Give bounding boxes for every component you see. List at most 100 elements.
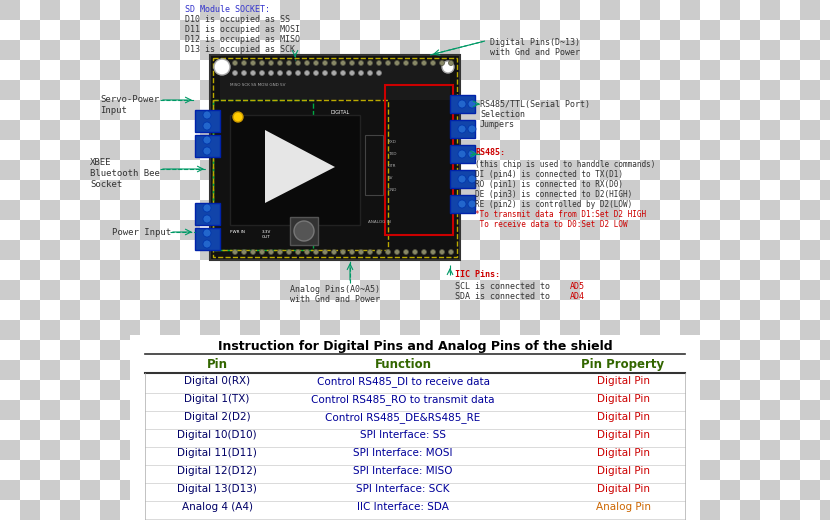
Bar bbox=[320, 420, 340, 440]
Bar bbox=[780, 280, 800, 300]
Bar bbox=[520, 340, 540, 360]
Bar bbox=[300, 440, 320, 460]
Bar bbox=[360, 480, 380, 500]
Bar bbox=[580, 360, 600, 380]
Bar bbox=[640, 340, 660, 360]
Bar bbox=[540, 420, 560, 440]
Bar bbox=[680, 0, 700, 20]
Bar bbox=[240, 100, 260, 120]
Bar bbox=[760, 460, 780, 480]
Bar bbox=[600, 240, 620, 260]
Bar bbox=[760, 240, 780, 260]
Bar bbox=[180, 420, 200, 440]
Bar bbox=[100, 300, 120, 320]
Bar bbox=[220, 340, 240, 360]
Bar bbox=[440, 240, 460, 260]
Bar bbox=[500, 260, 520, 280]
Bar bbox=[460, 240, 480, 260]
Bar bbox=[0, 80, 20, 100]
Text: *To transmit data from D1:Set D2 HIGH: *To transmit data from D1:Set D2 HIGH bbox=[475, 210, 646, 219]
Bar bbox=[40, 80, 60, 100]
Bar bbox=[40, 340, 60, 360]
Bar bbox=[480, 220, 500, 240]
Bar bbox=[780, 260, 800, 280]
Bar bbox=[600, 180, 620, 200]
Bar bbox=[60, 100, 80, 120]
Bar bbox=[300, 240, 320, 260]
Text: Digital 12(D12): Digital 12(D12) bbox=[177, 466, 257, 476]
Bar bbox=[240, 320, 260, 340]
Bar bbox=[420, 260, 440, 280]
Circle shape bbox=[448, 250, 453, 254]
Bar bbox=[80, 20, 100, 40]
Bar bbox=[700, 160, 720, 180]
Bar bbox=[100, 380, 120, 400]
Bar bbox=[0, 140, 20, 160]
Bar bbox=[320, 120, 340, 140]
Bar bbox=[680, 300, 700, 320]
Bar bbox=[660, 320, 680, 340]
Bar bbox=[660, 500, 680, 520]
Bar bbox=[360, 120, 380, 140]
Bar bbox=[213, 100, 388, 250]
Bar bbox=[100, 360, 120, 380]
Bar bbox=[180, 260, 200, 280]
Bar bbox=[480, 440, 500, 460]
Circle shape bbox=[359, 60, 364, 66]
Bar bbox=[180, 480, 200, 500]
Text: Analog Pins(A0~A5): Analog Pins(A0~A5) bbox=[290, 285, 380, 294]
Bar bbox=[820, 20, 830, 40]
Bar bbox=[720, 440, 740, 460]
Bar bbox=[450, 195, 475, 213]
Circle shape bbox=[203, 147, 211, 155]
Bar bbox=[400, 240, 420, 260]
Bar bbox=[520, 80, 540, 100]
Bar bbox=[600, 340, 620, 360]
Bar bbox=[640, 80, 660, 100]
Bar bbox=[420, 280, 440, 300]
Bar bbox=[640, 100, 660, 120]
Bar bbox=[420, 500, 440, 520]
Circle shape bbox=[468, 150, 476, 158]
Bar bbox=[20, 40, 40, 60]
Bar bbox=[60, 480, 80, 500]
Bar bbox=[120, 340, 140, 360]
Circle shape bbox=[268, 71, 274, 75]
Circle shape bbox=[349, 71, 354, 75]
Bar bbox=[280, 400, 300, 420]
Bar bbox=[40, 320, 60, 340]
Bar bbox=[660, 240, 680, 260]
Bar bbox=[580, 80, 600, 100]
Bar bbox=[760, 140, 780, 160]
Circle shape bbox=[295, 250, 300, 254]
Circle shape bbox=[295, 60, 300, 66]
Bar bbox=[440, 80, 460, 100]
Bar bbox=[180, 100, 200, 120]
Bar bbox=[100, 140, 120, 160]
Bar bbox=[480, 480, 500, 500]
Bar bbox=[400, 20, 420, 40]
Bar bbox=[620, 180, 640, 200]
Bar bbox=[780, 240, 800, 260]
Bar bbox=[460, 100, 480, 120]
Bar bbox=[640, 40, 660, 60]
Bar bbox=[300, 320, 320, 340]
Bar bbox=[500, 420, 520, 440]
Bar bbox=[640, 240, 660, 260]
Bar bbox=[160, 260, 180, 280]
Bar bbox=[40, 40, 60, 60]
Bar bbox=[160, 220, 180, 240]
Bar bbox=[220, 400, 240, 420]
Bar bbox=[100, 500, 120, 520]
Bar bbox=[740, 300, 760, 320]
Bar bbox=[200, 180, 220, 200]
Bar bbox=[100, 480, 120, 500]
Bar bbox=[80, 280, 100, 300]
Bar bbox=[520, 200, 540, 220]
Bar bbox=[20, 140, 40, 160]
Bar bbox=[220, 60, 240, 80]
Bar bbox=[660, 100, 680, 120]
Bar bbox=[600, 480, 620, 500]
Bar bbox=[280, 380, 300, 400]
Bar bbox=[440, 300, 460, 320]
